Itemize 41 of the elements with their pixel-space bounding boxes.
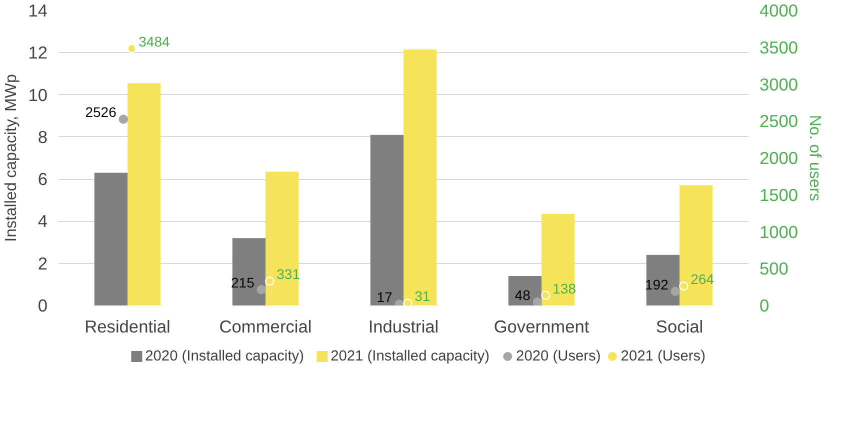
bar [266,172,299,306]
x-tick-label: Social [656,316,704,336]
y-tick-label: 14 [28,0,48,20]
legend-label: 2021 (Users) [620,348,706,364]
y2-tick-label: 1000 [760,222,798,242]
y2-axis-title: No. of users [806,114,824,202]
bar [370,134,404,306]
y2-tick-label: 3500 [760,37,798,58]
x-tick-label: Industrial [368,316,439,336]
y-tick-label: 10 [28,84,48,105]
bar [232,238,266,306]
y2-tick-label: 0 [760,296,770,316]
data-label: 48 [514,286,531,303]
legend-label: 2020 (Users) [516,348,601,364]
y2-tick-label: 2500 [760,111,798,132]
y-tick-label: 0 [38,296,48,316]
bar [542,214,575,306]
y2-tick-label: 3000 [760,74,798,94]
bar [404,49,437,306]
legend-label: 2021 (Installed capacity) [330,348,490,364]
x-tick-label: Residential [84,316,170,336]
data-label: 17 [376,289,393,306]
y-tick-label: 12 [28,42,48,63]
bar [128,83,161,306]
y2-tick-label: 2000 [760,148,798,168]
y-axis-title: Installed capacity, MWp [3,74,20,242]
y2-tick-label: 500 [760,258,788,279]
y-tick-label: 2 [38,253,48,274]
y-tick-label: 8 [38,126,48,147]
data-label: 31 [414,288,430,304]
legend-label: 2020 (Installed capacity) [145,348,304,364]
bar [680,185,713,306]
data-label: 2526 [85,104,117,120]
x-tick-label: Government [494,316,590,336]
y-tick-label: 6 [38,169,48,190]
data-label: 3484 [138,34,170,50]
y2-tick-label: 4000 [760,0,798,20]
y-tick-label: 4 [38,211,48,232]
bar [94,172,128,306]
y2-tick-label: 1500 [760,184,798,205]
x-tick-label: Commercial [219,316,312,336]
